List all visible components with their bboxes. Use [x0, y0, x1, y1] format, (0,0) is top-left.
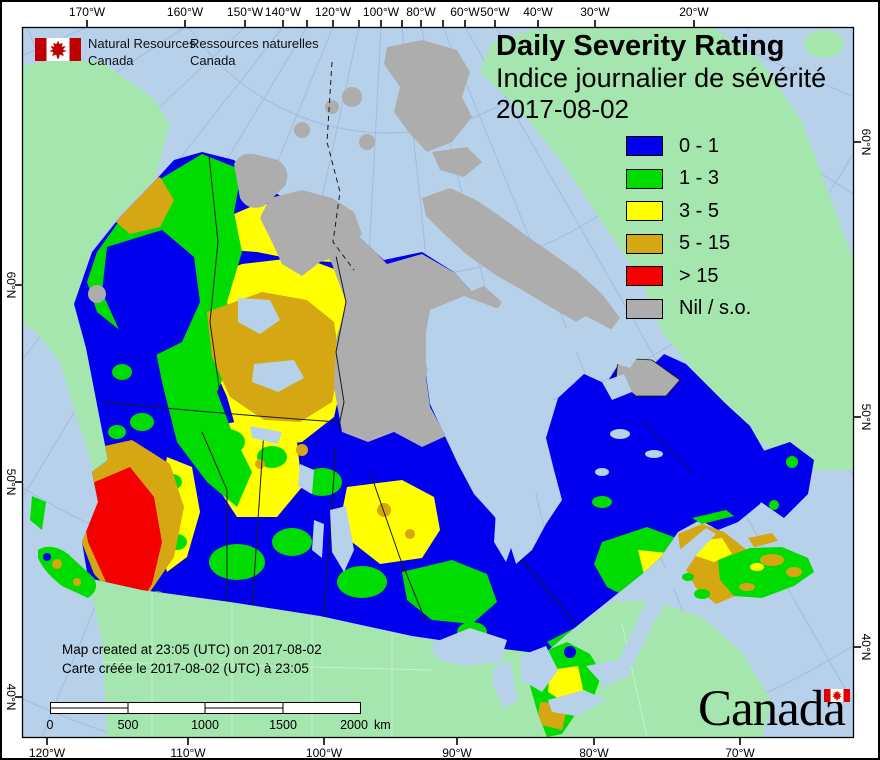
canada-flag-icon — [35, 38, 81, 61]
dept-name-fr: Ressources naturelles Canada — [190, 35, 319, 69]
scale-tick: 2000 — [340, 718, 368, 732]
legend-label: > 15 — [679, 264, 719, 287]
dept-name-en: Natural Resources Canada — [88, 35, 196, 69]
legend: 0 - 1 1 - 3 3 - 5 5 - 15 > 15 Nil / s.o. — [626, 130, 751, 325]
map-frame — [21, 26, 855, 739]
lon-label: 100°W — [362, 5, 400, 19]
created-fr: Carte créée le 2017-08-02 (UTC) à 23:05 — [62, 661, 309, 676]
legend-item: Nil / s.o. — [626, 293, 751, 326]
lon-label: 20°W — [679, 5, 709, 19]
lon-label: 150°W — [226, 5, 264, 19]
lat-label: 50°N — [4, 468, 18, 496]
bc-red — [82, 467, 162, 602]
created-en: Map created at 23:05 (UTC) on 2017-08-02 — [62, 642, 322, 657]
pei — [748, 533, 778, 547]
dept-en-line1: Natural Resources — [88, 36, 196, 51]
lat-label: 40°N — [859, 633, 873, 661]
legend-label: Nil / s.o. — [679, 297, 752, 320]
lon-label: 170°W — [68, 5, 106, 19]
legend-label: 0 - 1 — [679, 134, 720, 157]
dept-fr-line1: Ressources naturelles — [190, 36, 319, 51]
arctic-islands — [234, 40, 681, 397]
dept-fr-line2: Canada — [190, 53, 236, 68]
legend-label: 3 - 5 — [679, 199, 720, 222]
scale-tick: 500 — [117, 718, 139, 732]
scale-unit: km — [374, 718, 391, 732]
lat-label: 60°N — [859, 128, 873, 156]
lake-erie — [548, 690, 606, 716]
lon-label: 80°W — [406, 5, 436, 19]
lake-huron — [520, 646, 558, 692]
legend-swatch-1-3 — [626, 168, 663, 189]
lat-label: 60°N — [4, 271, 18, 299]
lon-label: 50°W — [480, 5, 510, 19]
arctic-boundary — [326, 61, 355, 271]
map-date: 2017-08-02 — [496, 94, 629, 124]
legend-swatch-gt15 — [626, 266, 663, 287]
legend-label: 1 - 3 — [679, 167, 720, 190]
legend-item: 0 - 1 — [626, 130, 751, 163]
legend-item: 3 - 5 — [626, 195, 751, 228]
lon-label: 90°W — [442, 746, 472, 760]
newfoundland — [750, 442, 814, 518]
lake-superior — [430, 628, 507, 666]
graticule-ticks — [15, 20, 861, 745]
title-block: Daily Severity Rating Indice journalier … — [496, 30, 826, 125]
dept-en-line2: Canada — [88, 53, 134, 68]
lake-winnipeg — [330, 506, 354, 572]
province-borders — [101, 155, 693, 628]
scale-tick: 1500 — [269, 718, 297, 732]
canada-wordmark: Canada — [698, 681, 846, 737]
map-subtitle: Indice journalier de sévérité — [496, 63, 827, 93]
great-bear-lake — [238, 298, 280, 334]
st-lawrence — [618, 528, 716, 674]
scale-bar — [50, 702, 361, 714]
legend-item: 5 - 15 — [626, 228, 751, 261]
hudson-strait — [558, 316, 644, 368]
legend-item: > 15 — [626, 260, 751, 293]
lake-ontario — [586, 660, 630, 686]
lon-label: 100°W — [305, 746, 343, 760]
map-title: Daily Severity Rating — [496, 30, 785, 62]
us-west — [88, 578, 547, 737]
lon-label: 160°W — [166, 5, 204, 19]
scale-tick: 0 — [46, 718, 54, 732]
baffin-island — [422, 188, 620, 336]
lon-label: 70°W — [725, 746, 755, 760]
legend-item: 1 - 3 — [626, 163, 751, 196]
creation-timestamp: Map created at 23:05 (UTC) on 2017-08-02… — [62, 640, 322, 678]
legend-swatch-0-1 — [626, 136, 663, 157]
legend-swatch-5-15 — [626, 233, 663, 254]
lat-label: 50°N — [859, 403, 873, 431]
lon-label: 40°W — [523, 5, 553, 19]
scale-tick: 1000 — [191, 718, 219, 732]
offshore-islands — [30, 442, 814, 737]
lake-michigan — [492, 660, 518, 708]
lakes — [238, 296, 716, 716]
legend-swatch-nil — [626, 298, 663, 319]
legend-label: 5 - 15 — [679, 232, 731, 255]
lon-label: 80°W — [579, 746, 609, 760]
hudson-bay — [426, 296, 560, 562]
wordmark-flag-icon — [824, 689, 850, 702]
lon-label: 120°W — [314, 5, 352, 19]
nwt-tan — [207, 292, 340, 422]
lon-label: 120°W — [28, 746, 66, 760]
alaska — [22, 58, 170, 472]
lon-label: 140°W — [264, 5, 302, 19]
lat-label: 40°N — [4, 683, 18, 711]
legend-swatch-3-5 — [626, 201, 663, 222]
great-slave-lake — [252, 360, 304, 392]
lon-label: 110°W — [170, 746, 206, 760]
us-state-lines — [101, 592, 648, 738]
greenland — [480, 27, 854, 470]
lon-label: 30°W — [580, 5, 610, 19]
manitoba-yellow — [342, 480, 440, 564]
lon-label: 60°W — [450, 5, 480, 19]
